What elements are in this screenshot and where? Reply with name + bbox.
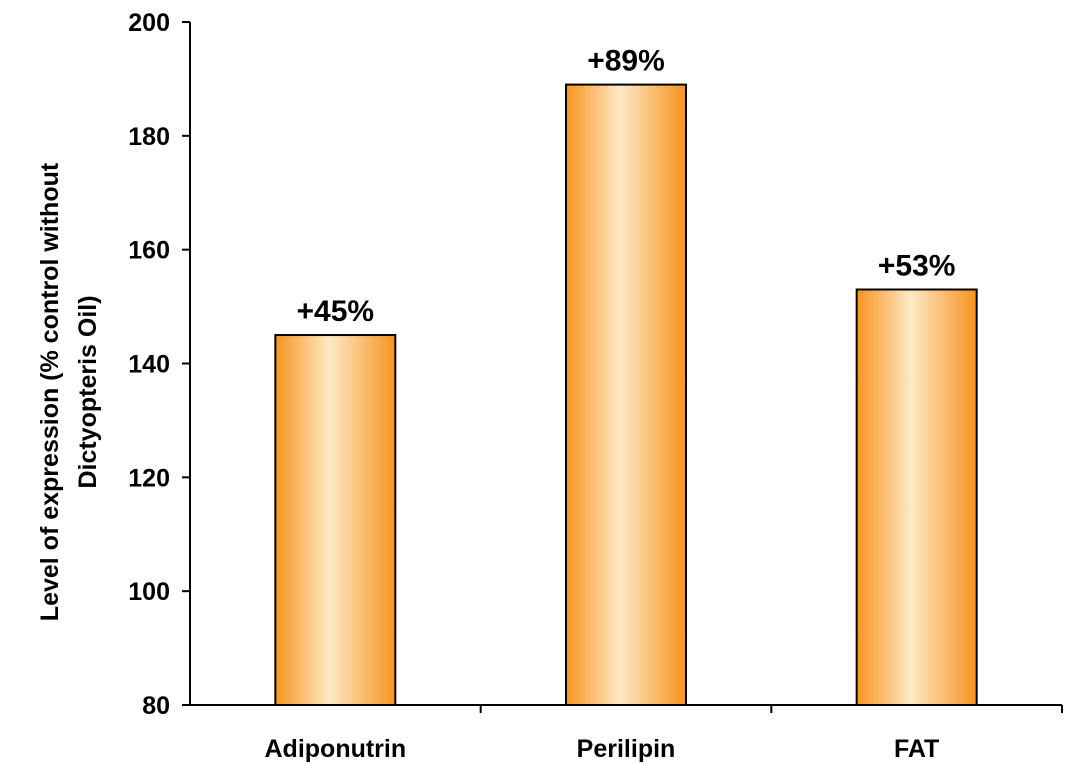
bar-series [274,83,978,706]
x-axis: Adiponutrin Perilipin FAT [182,704,1063,763]
bar-fat [855,288,978,706]
y-tick-label-140: 140 [128,351,170,379]
y-tick-label-100: 100 [128,578,170,606]
y-axis-title-line-1: Level of expression (% control without [36,162,64,621]
bar-perilipin [565,83,687,706]
data-label-fat: +53% [878,250,956,283]
y-axis-title-line-2: Dictyopteris Oil) [74,295,102,488]
data-label-adiponutrin: +45% [297,295,375,328]
y-tick-label-120: 120 [128,464,170,492]
y-tick-label-80: 80 [142,692,170,720]
x-tick-label-adiponutrin: Adiponutrin [265,735,407,763]
y-axis-title: Level of expression (% control without D… [36,162,102,621]
y-axis: 80 100 120 140 160 180 200 [128,9,191,720]
data-labels: +45% +89% +53% [297,45,956,328]
y-tick-label-200: 200 [128,9,170,37]
x-tick-label-perilipin: Perilipin [577,735,676,763]
data-label-perilipin: +89% [587,45,665,78]
bar-adiponutrin [274,334,397,706]
y-tick-label-180: 180 [128,123,170,151]
x-tick-label-fat: FAT [894,735,939,763]
y-tick-label-160: 160 [128,237,170,265]
